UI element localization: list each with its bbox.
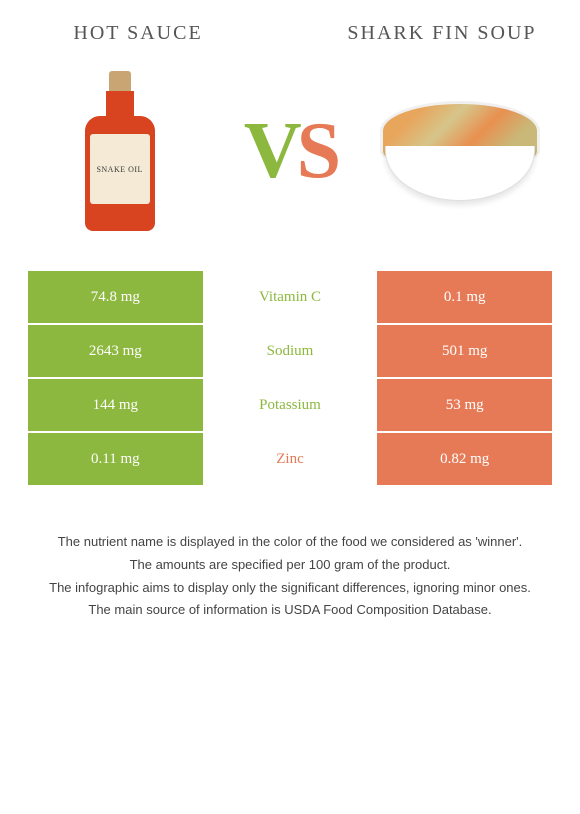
nutrient-label-cell: Potassium (203, 379, 378, 433)
bottle-label: SNAKE OIL (90, 134, 150, 204)
right-food-title: Shark fin soup (332, 20, 552, 46)
footer-line-3: The infographic aims to display only the… (28, 578, 552, 599)
vs-label: VS (244, 106, 336, 197)
right-value-cell: 0.1 mg (377, 271, 552, 325)
images-row: SNAKE OIL VS (28, 56, 552, 246)
footer-line-1: The nutrient name is displayed in the co… (28, 532, 552, 553)
footer-line-4: The main source of information is USDA F… (28, 600, 552, 621)
table-row: 0.11 mgZinc0.82 mg (28, 433, 552, 487)
hot-sauce-bottle-icon: SNAKE OIL (85, 71, 155, 231)
nutrient-table: 74.8 mgVitamin C0.1 mg2643 mgSodium501 m… (28, 271, 552, 487)
left-value-cell: 144 mg (28, 379, 203, 433)
right-food-image (369, 56, 552, 246)
left-value-cell: 0.11 mg (28, 433, 203, 487)
footer-notes: The nutrient name is displayed in the co… (28, 532, 552, 623)
left-value-cell: 74.8 mg (28, 271, 203, 325)
nutrient-label-cell: Vitamin C (203, 271, 378, 325)
header-row: Hot sauce Shark fin soup (28, 20, 552, 46)
left-food-image: SNAKE OIL (28, 56, 211, 246)
table-row: 74.8 mgVitamin C0.1 mg (28, 271, 552, 325)
nutrient-label-cell: Zinc (203, 433, 378, 487)
footer-line-2: The amounts are specified per 100 gram o… (28, 555, 552, 576)
table-row: 144 mgPotassium53 mg (28, 379, 552, 433)
left-food-title: Hot sauce (28, 20, 248, 46)
left-value-cell: 2643 mg (28, 325, 203, 379)
nutrient-label-cell: Sodium (203, 325, 378, 379)
right-value-cell: 0.82 mg (377, 433, 552, 487)
vs-v: V (244, 107, 297, 195)
right-value-cell: 53 mg (377, 379, 552, 433)
right-value-cell: 501 mg (377, 325, 552, 379)
soup-bowl-icon (380, 101, 540, 201)
table-row: 2643 mgSodium501 mg (28, 325, 552, 379)
vs-s: S (297, 107, 337, 195)
infographic-container: Hot sauce Shark fin soup SNAKE OIL VS 74… (0, 0, 580, 814)
